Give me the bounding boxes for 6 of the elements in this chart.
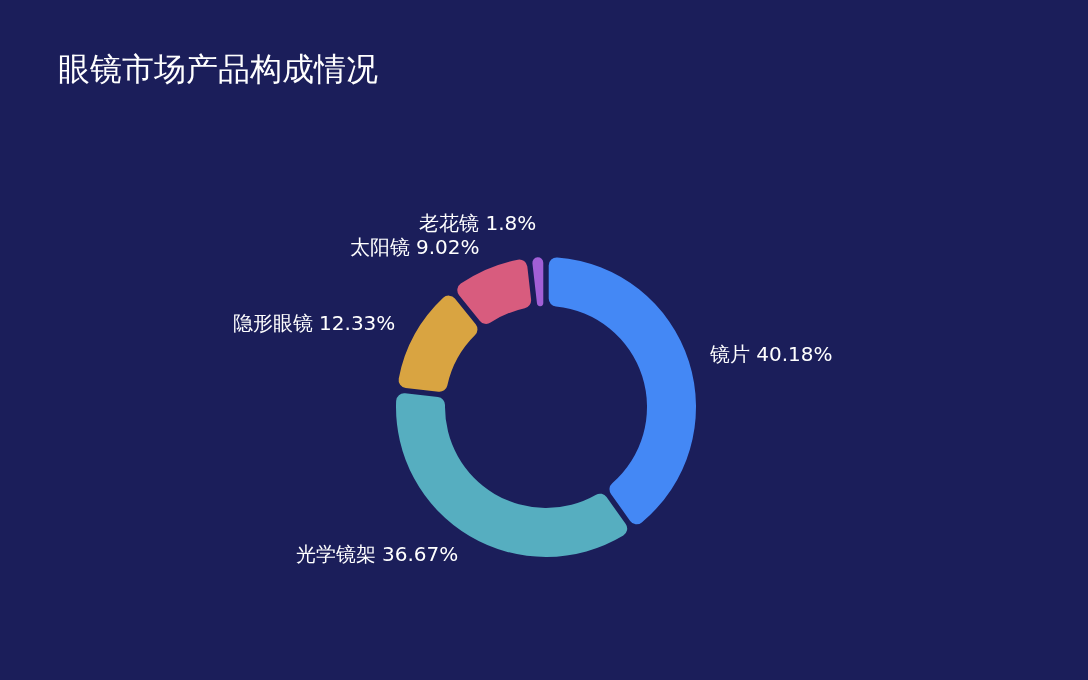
slice-label: 镜片 40.18% [708,341,833,366]
slice-label: 光学镜架 36.67% [295,541,459,566]
slice-label: 太阳镜 9.02% [349,235,480,260]
chart-title: 眼镜市场产品构成情况 [58,50,378,88]
slice-label: 隐形眼镜 12.33% [232,311,396,335]
slice-label: 老花镜 1.8% [419,211,537,236]
